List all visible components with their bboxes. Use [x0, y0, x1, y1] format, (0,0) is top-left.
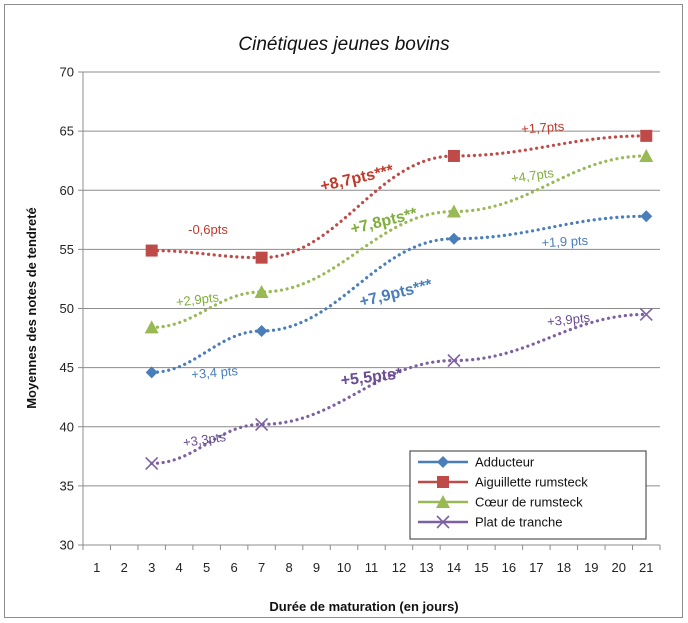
x-tick-label: 8 [285, 560, 292, 575]
x-tick-label: 15 [474, 560, 488, 575]
x-tick-label: 17 [529, 560, 543, 575]
data-point [255, 251, 268, 264]
legend-marker [437, 476, 449, 488]
data-point [145, 456, 159, 470]
data-point [145, 366, 158, 379]
data-point [446, 204, 461, 218]
legend-box [409, 450, 647, 540]
annotation-label: +2,9pts [175, 289, 220, 309]
x-tick-label: 19 [584, 560, 598, 575]
marker-stroke [639, 307, 653, 321]
y-tick-label: 50 [60, 301, 74, 316]
annotation-label: +3,4 pts [191, 363, 239, 382]
legend: Adducteur Aiguillette rumsteck Cœur de rum… [409, 450, 647, 540]
data-point [144, 320, 159, 334]
data-point [447, 149, 460, 162]
series-lines [150, 134, 648, 466]
y-tick-label: 70 [60, 65, 74, 80]
x-tick-label: 6 [231, 560, 238, 575]
x-tick-label: 16 [502, 560, 516, 575]
data-point [255, 417, 269, 431]
annotation-label: +1,7pts [521, 118, 565, 136]
legend-label: Plat de tranche [475, 515, 562, 530]
x-tick-label: 5 [203, 560, 210, 575]
annotations: -0,6pts+8,7pts***+1,7pts+2,9pts+7,8pts**… [175, 118, 591, 449]
y-tick-label: 60 [60, 183, 74, 198]
annotation-label: +3,9pts [546, 310, 591, 329]
y-tick-label: 30 [60, 538, 74, 553]
data-point [639, 148, 654, 162]
axes [78, 71, 661, 550]
y-tick-label: 40 [60, 419, 74, 434]
x-tick-label: 4 [176, 560, 183, 575]
x-tick-label: 12 [392, 560, 406, 575]
data-point [640, 129, 653, 142]
y-tick-label: 55 [60, 242, 74, 257]
series-markers [144, 129, 654, 470]
y-tick-labels: 30 35 40 45 50 55 60 65 70 [60, 65, 74, 553]
annotation-label: +5,5pts* [340, 365, 404, 390]
legend-marker [436, 495, 450, 508]
gridlines [83, 71, 660, 487]
marker-stroke [447, 353, 461, 368]
annotation-label: -0,6pts [188, 222, 228, 237]
x-tick-label: 11 [365, 560, 379, 575]
annotation-label: +4,7pts [510, 165, 555, 186]
data-point [447, 353, 461, 368]
legend-label: Cœur de rumsteck [475, 495, 583, 510]
marker-stroke [255, 417, 269, 431]
x-axis-title: Durée de maturation (en jours) [269, 599, 458, 614]
legend-label: Adducteur [475, 455, 535, 470]
x-tick-labels: 1 2 3 4 5 6 7 8 9 10 11 12 13 14 15 16 17 18 19 20 21 [93, 560, 653, 575]
x-tick-label: 2 [121, 560, 128, 575]
y-tick-label: 65 [60, 124, 74, 139]
annotation-label: +7,9pts*** [358, 276, 435, 311]
x-tick-label: 7 [258, 560, 265, 575]
x-tick-label: 13 [419, 560, 433, 575]
x-tick-label: 9 [313, 560, 320, 575]
data-point [145, 244, 158, 257]
x-tick-label: 14 [447, 560, 461, 575]
series-line-2 [150, 154, 648, 330]
series-line-0 [150, 214, 648, 374]
marker-stroke [145, 456, 159, 470]
x-tick-label: 18 [557, 560, 571, 575]
data-point [640, 210, 653, 223]
x-tick-label: 3 [148, 560, 155, 575]
annotation-label: +1,9 pts [541, 233, 589, 250]
series-line-1 [150, 134, 648, 260]
series-line-3 [150, 312, 648, 466]
data-point [447, 232, 460, 245]
data-point [254, 284, 269, 298]
data-point [255, 324, 268, 337]
legend-marker [436, 515, 450, 529]
marker-stroke [436, 515, 450, 529]
y-tick-label: 35 [60, 478, 74, 493]
y-tick-label: 45 [60, 360, 74, 375]
x-tick-label: 21 [639, 560, 653, 575]
chart-title: Cinétiques jeunes bovins [238, 34, 450, 55]
annotation-label: +3,3pts [182, 429, 227, 450]
x-tick-label: 1 [93, 560, 100, 575]
y-axis-title: Moyennes des notes de tendreté [24, 207, 39, 409]
legend-label: Aiguillette rumsteck [475, 475, 588, 490]
data-point [639, 307, 653, 321]
x-tick-label: 10 [337, 560, 351, 575]
legend-marker [437, 456, 449, 468]
x-tick-label: 20 [612, 560, 626, 575]
